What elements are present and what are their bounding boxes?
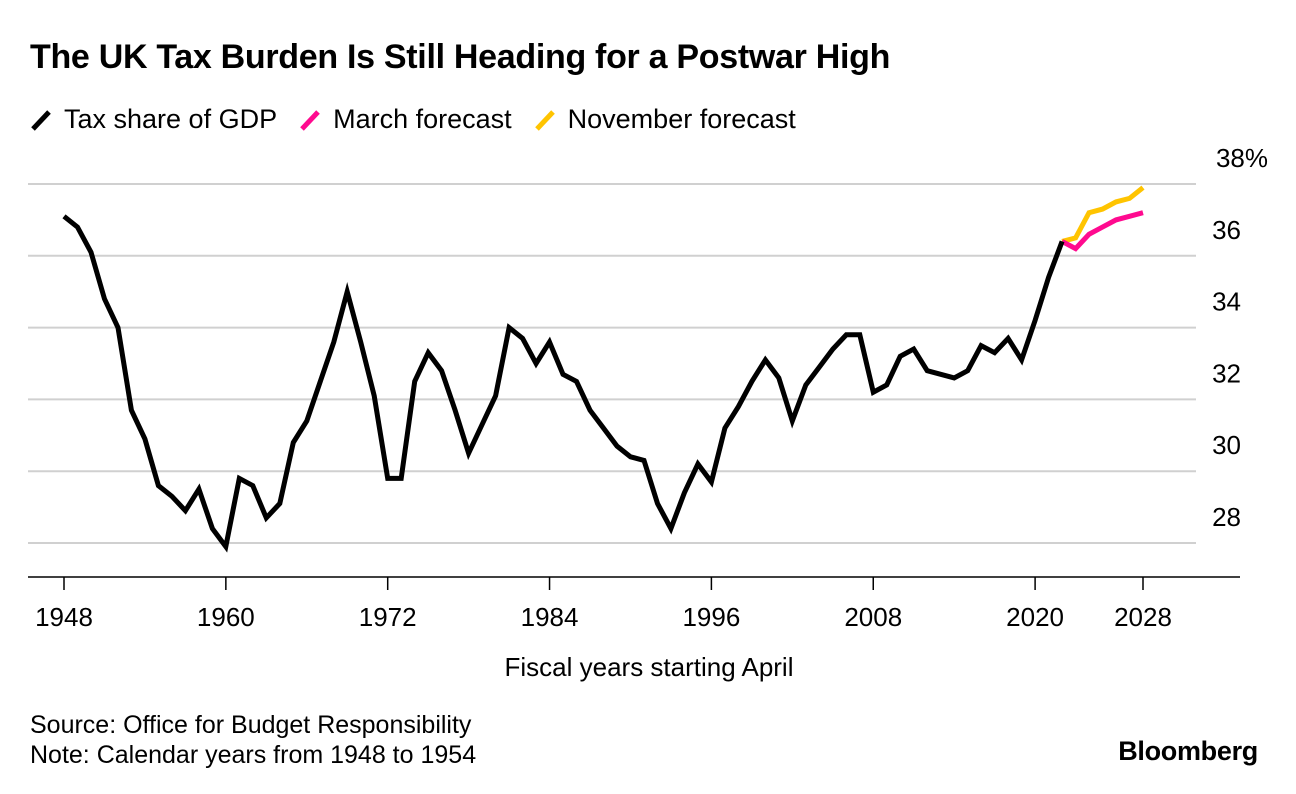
legend-swatch-november-forecast bbox=[534, 109, 556, 131]
legend-swatch-tax-share bbox=[30, 109, 52, 131]
footer: Source: Office for Budget Responsibility… bbox=[30, 710, 476, 770]
legend-item-november-forecast: November forecast bbox=[534, 104, 796, 135]
x-tick-label-1984: 1984 bbox=[521, 602, 579, 632]
y-tick-label-32: 32 bbox=[1212, 358, 1241, 388]
y-tick-label-38: 38% bbox=[1216, 143, 1268, 173]
legend-label-tax-share: Tax share of GDP bbox=[64, 104, 278, 134]
series-tax-share-line bbox=[62, 214, 1065, 553]
y-tick-label-30: 30 bbox=[1212, 430, 1241, 460]
bloomberg-logo: Bloomberg bbox=[1118, 736, 1258, 766]
y-tick-label-34: 34 bbox=[1212, 287, 1241, 317]
legend-swatch-march-forecast bbox=[299, 109, 321, 131]
series-november-forecast-line bbox=[1061, 185, 1145, 244]
legend-item-march-forecast: March forecast bbox=[299, 104, 512, 135]
x-axis-title-text: Fiscal years starting April bbox=[504, 652, 794, 682]
x-axis-title: Fiscal years starting April bbox=[0, 652, 1296, 683]
chart-title: The UK Tax Burden Is Still Heading for a… bbox=[30, 38, 891, 76]
series-lines bbox=[62, 185, 1145, 553]
series-march-forecast-line bbox=[1060, 210, 1144, 252]
y-axis-labels: 28 30 32 34 36 38% bbox=[1212, 143, 1268, 532]
y-tick-label-28: 28 bbox=[1212, 502, 1241, 532]
source-note: Source: Office for Budget Responsibility bbox=[30, 711, 472, 739]
x-tick-label-1948: 1948 bbox=[35, 602, 93, 632]
gridlines bbox=[28, 183, 1196, 544]
x-axis-ticks: 1948 1960 1972 1984 1996 2008 2020 2028 bbox=[35, 577, 1172, 632]
legend: Tax share of GDP March forecast November… bbox=[30, 104, 818, 135]
x-tick-label-2020: 2020 bbox=[1006, 602, 1064, 632]
x-tick-label-1972: 1972 bbox=[359, 602, 417, 632]
legend-item-tax-share: Tax share of GDP bbox=[30, 104, 277, 135]
legend-label-march-forecast: March forecast bbox=[333, 104, 512, 134]
footnote: Note: Calendar years from 1948 to 1954 bbox=[30, 741, 477, 769]
x-tick-label-1960: 1960 bbox=[197, 602, 255, 632]
y-tick-label-36: 36 bbox=[1212, 215, 1241, 245]
x-tick-label-1996: 1996 bbox=[682, 602, 740, 632]
x-tick-label-2008: 2008 bbox=[844, 602, 902, 632]
legend-label-november-forecast: November forecast bbox=[567, 104, 796, 134]
x-tick-label-2028: 2028 bbox=[1114, 602, 1172, 632]
